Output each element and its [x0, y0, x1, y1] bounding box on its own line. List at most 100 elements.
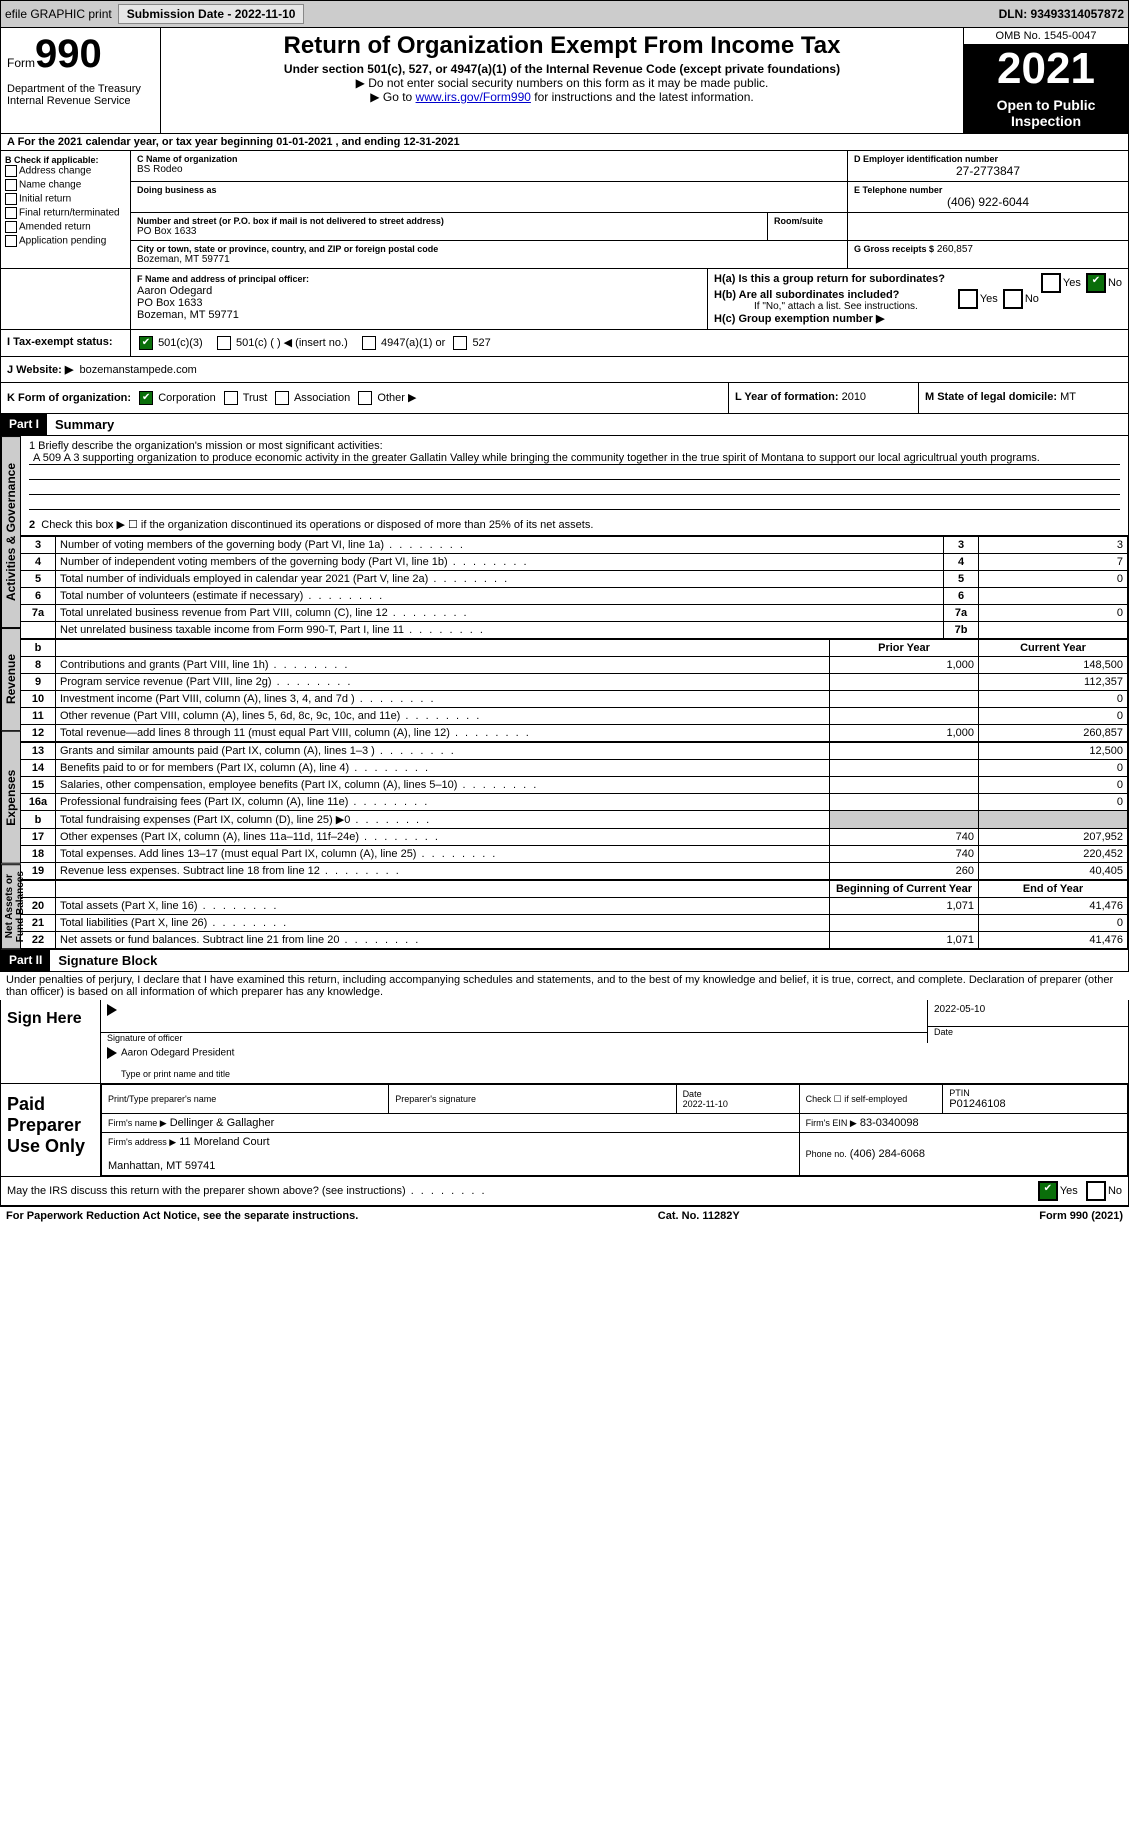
chk-4947[interactable]: [362, 336, 376, 350]
prep-sig-label: Preparer's signature: [395, 1094, 669, 1104]
chk-501c[interactable]: [217, 336, 231, 350]
mayirs-yes[interactable]: ✔: [1038, 1181, 1058, 1201]
sig-date-label: Date: [928, 1027, 1128, 1037]
mission-label: 1 Briefly describe the organization's mi…: [29, 440, 1120, 452]
footer-right: Form 990 (2021): [1039, 1210, 1123, 1222]
governance-table: 3Number of voting members of the governi…: [21, 536, 1128, 639]
form-label: Form: [7, 56, 35, 70]
signature-block: Sign Here Signature of officer 2022-05-1…: [0, 1000, 1129, 1177]
year-formation: 2010: [842, 391, 866, 403]
part2-title: Signature Block: [50, 950, 165, 971]
vtab-activities: Activities & Governance: [1, 436, 21, 628]
mayirs-no[interactable]: [1086, 1181, 1106, 1201]
footer: For Paperwork Reduction Act Notice, see …: [0, 1206, 1129, 1225]
chk-other[interactable]: [358, 391, 372, 405]
part1-title: Summary: [47, 414, 122, 435]
row-k-label: K Form of organization:: [7, 392, 131, 404]
box-f-label: F Name and address of principal officer:: [137, 274, 309, 284]
row-m-label: M State of legal domicile:: [925, 391, 1057, 403]
ha-no[interactable]: ✔: [1086, 273, 1106, 293]
firm-phone-label: Phone no.: [806, 1149, 847, 1159]
state-domicile: MT: [1060, 391, 1076, 403]
netassets-table: Beginning of Current YearEnd of Year 20T…: [21, 880, 1128, 949]
preparer-table: Print/Type preparer's name Preparer's si…: [101, 1084, 1128, 1176]
box-d-label: D Employer identification number: [854, 154, 1122, 164]
expenses-table: 13Grants and similar amounts paid (Part …: [21, 742, 1128, 880]
chk-pending[interactable]: [5, 235, 17, 247]
chk-initial[interactable]: [5, 193, 17, 205]
sig-officer-label: Signature of officer: [101, 1033, 927, 1043]
omb-number: OMB No. 1545-0047: [964, 28, 1128, 45]
officer: Aaron Odegard PO Box 1633 Bozeman, MT 59…: [137, 285, 701, 321]
chk-name[interactable]: [5, 179, 17, 191]
prep-date: 2022-11-10: [683, 1099, 728, 1109]
hb-yes[interactable]: [958, 289, 978, 309]
city-label: City or town, state or province, country…: [137, 244, 841, 254]
chk-trust[interactable]: [224, 391, 238, 405]
firm-name: Dellinger & Gallagher: [170, 1117, 275, 1129]
footer-left: For Paperwork Reduction Act Notice, see …: [6, 1210, 358, 1222]
row-j: J Website: ▶ bozemanstampede.com: [0, 357, 1129, 383]
col-curr: Current Year: [979, 640, 1128, 657]
penalty-text: Under penalties of perjury, I declare th…: [0, 972, 1129, 1000]
col-b-label: B Check if applicable:: [5, 155, 126, 165]
vtab-netassets: Net Assets or Fund Balances: [1, 864, 21, 949]
city: Bozeman, MT 59771: [137, 254, 841, 265]
row-j-label: J Website: ▶: [7, 364, 73, 376]
sig-name-label: Type or print name and title: [101, 1069, 1128, 1083]
hb-label: H(b) Are all subordinates included?: [714, 289, 899, 301]
firm-ein-label: Firm's EIN ▶: [806, 1118, 857, 1128]
prep-date-label: Date: [683, 1089, 702, 1099]
row-klm: K Form of organization: ✔ Corporation Tr…: [0, 383, 1129, 414]
chk-corp[interactable]: ✔: [139, 391, 153, 405]
form-title: Return of Organization Exempt From Incom…: [165, 32, 959, 60]
chk-527[interactable]: [453, 336, 467, 350]
section-f-h: F Name and address of principal officer:…: [0, 269, 1129, 330]
org-name: BS Rodeo: [137, 164, 841, 175]
chk-assoc[interactable]: [275, 391, 289, 405]
sig-name: Aaron Odegard President: [121, 1048, 234, 1059]
dln-label: DLN: 93493314057872: [999, 7, 1124, 21]
mission-text: A 509 A 3 supporting organization to pro…: [29, 452, 1120, 465]
ha-yes[interactable]: [1041, 273, 1061, 293]
box-g-label: G Gross receipts $: [854, 244, 934, 254]
firm-phone: (406) 284-6068: [850, 1148, 925, 1160]
chk-501c3[interactable]: ✔: [139, 336, 153, 350]
row-i: I Tax-exempt status: ✔ 501(c)(3) 501(c) …: [0, 330, 1129, 357]
tax-year: 2021: [964, 45, 1128, 93]
chk-address[interactable]: [5, 165, 17, 177]
arrow-icon: [107, 1047, 117, 1059]
phone: (406) 922-6044: [854, 195, 1122, 209]
box-e-label: E Telephone number: [854, 185, 1122, 195]
room-label: Room/suite: [774, 216, 841, 226]
submission-date-box: Submission Date - 2022-11-10: [118, 4, 305, 24]
sign-here: Sign Here: [1, 1000, 101, 1083]
section-b-g: B Check if applicable: Address change Na…: [0, 151, 1129, 269]
paid-preparer: Paid Preparer Use Only: [1, 1084, 101, 1176]
form-note1: ▶ Do not enter social security numbers o…: [165, 76, 959, 90]
row-l-label: L Year of formation:: [735, 391, 839, 403]
part2-header: Part II Signature Block: [0, 950, 1129, 972]
col-prior: Prior Year: [830, 640, 979, 657]
revenue-table: bPrior YearCurrent Year 8Contributions a…: [21, 639, 1128, 742]
ha-label: H(a) Is this a group return for subordin…: [714, 273, 945, 285]
firm-addr-label: Firm's address ▶: [108, 1137, 176, 1147]
part1-header: Part I Summary: [0, 414, 1129, 436]
chk-final[interactable]: [5, 207, 17, 219]
chk-amended[interactable]: [5, 221, 17, 233]
street: PO Box 1633: [137, 226, 761, 237]
hb-no[interactable]: [1003, 289, 1023, 309]
prep-check: Check ☐ if self-employed: [799, 1085, 943, 1114]
box-c-label: C Name of organization: [137, 154, 841, 164]
col-beg: Beginning of Current Year: [830, 881, 979, 898]
gross-receipts: 260,857: [937, 244, 973, 255]
hc-label: H(c) Group exemption number ▶: [714, 313, 884, 325]
row-i-label: I Tax-exempt status:: [7, 336, 113, 348]
prep-name-label: Print/Type preparer's name: [108, 1094, 382, 1104]
efile-label: efile GRAPHIC print: [5, 7, 112, 21]
may-irs-text: May the IRS discuss this return with the…: [7, 1185, 487, 1197]
top-bar: efile GRAPHIC print Submission Date - 20…: [0, 0, 1129, 28]
row-a: A For the 2021 calendar year, or tax yea…: [0, 134, 1129, 151]
dba-label: Doing business as: [137, 185, 841, 195]
irs-link[interactable]: www.irs.gov/Form990: [416, 90, 531, 104]
